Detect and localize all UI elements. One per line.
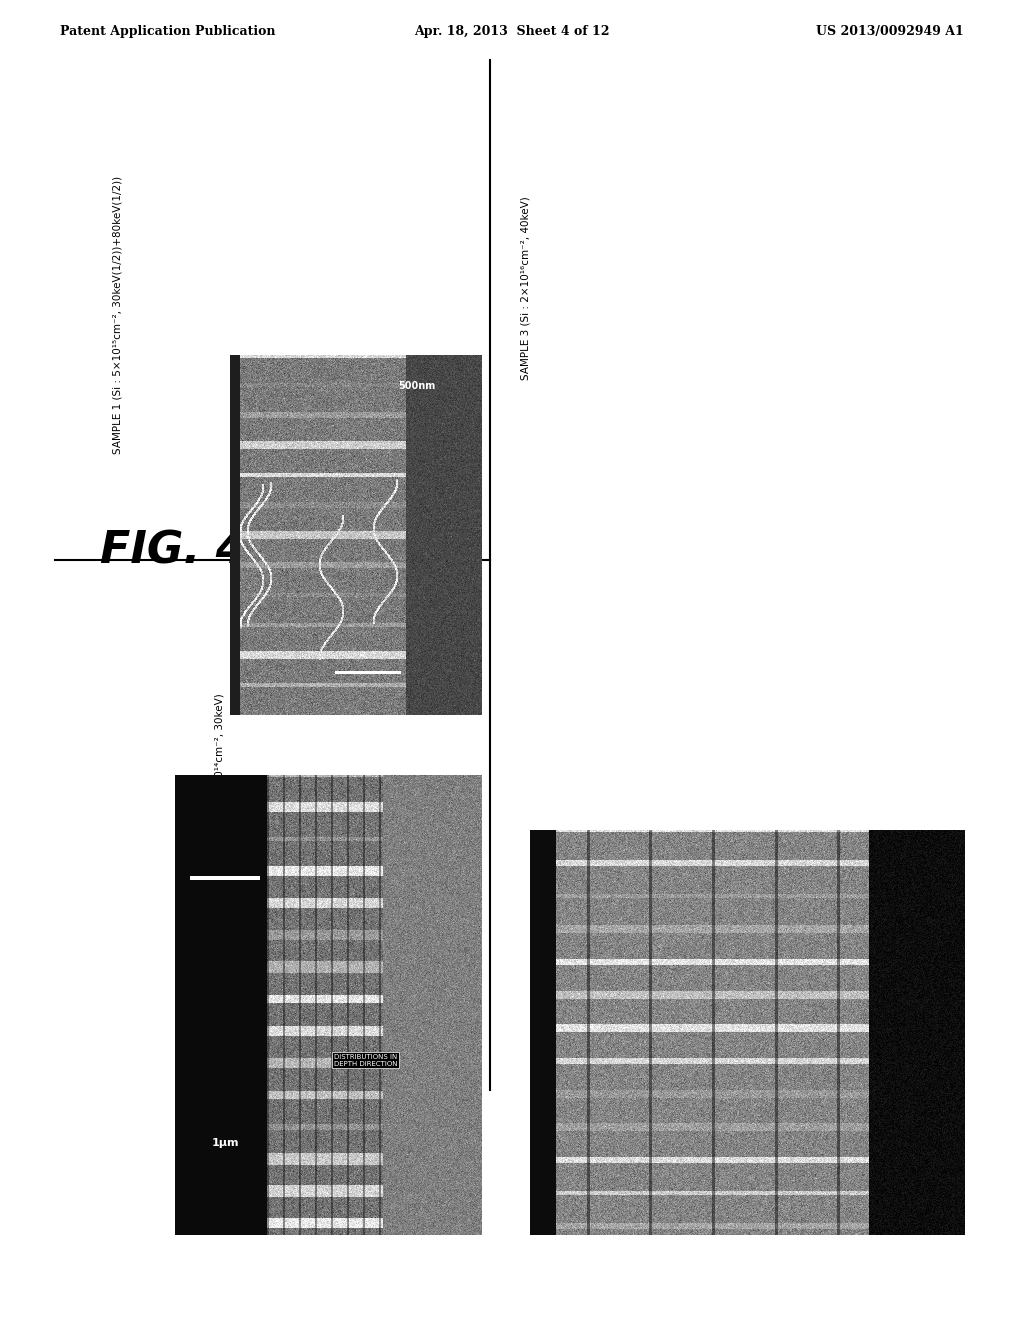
Text: DISTRIBUTIONS IN
DEPTH DIRECTION: DISTRIBUTIONS IN DEPTH DIRECTION (334, 1053, 397, 1067)
Text: SAMPLE 2 (Si : 5×10¹⁴cm⁻², 30keV): SAMPLE 2 (Si : 5×10¹⁴cm⁻², 30keV) (215, 693, 225, 876)
Text: Patent Application Publication: Patent Application Publication (60, 25, 275, 38)
Text: SAMPLE 1 (Si : 5×10¹⁵cm⁻², 30keV(1/2))+80keV(1/2)): SAMPLE 1 (Si : 5×10¹⁵cm⁻², 30keV(1/2))+8… (113, 176, 123, 454)
Text: FIRST GaN
LAYER: FIRST GaN LAYER (375, 581, 426, 602)
Text: US 2013/0092949 A1: US 2013/0092949 A1 (816, 25, 964, 38)
Text: SECOND GaN
LAYER: SECOND GaN LAYER (375, 479, 440, 500)
Text: 1μm: 1μm (212, 1138, 240, 1148)
Text: SAMPLE 3 (Si : 2×10¹⁶cm⁻², 40keV): SAMPLE 3 (Si : 2×10¹⁶cm⁻², 40keV) (520, 197, 530, 380)
Text: FIG. 4: FIG. 4 (100, 531, 247, 573)
Text: Apr. 18, 2013  Sheet 4 of 12: Apr. 18, 2013 Sheet 4 of 12 (415, 25, 609, 38)
Text: 500nm: 500nm (398, 381, 435, 391)
